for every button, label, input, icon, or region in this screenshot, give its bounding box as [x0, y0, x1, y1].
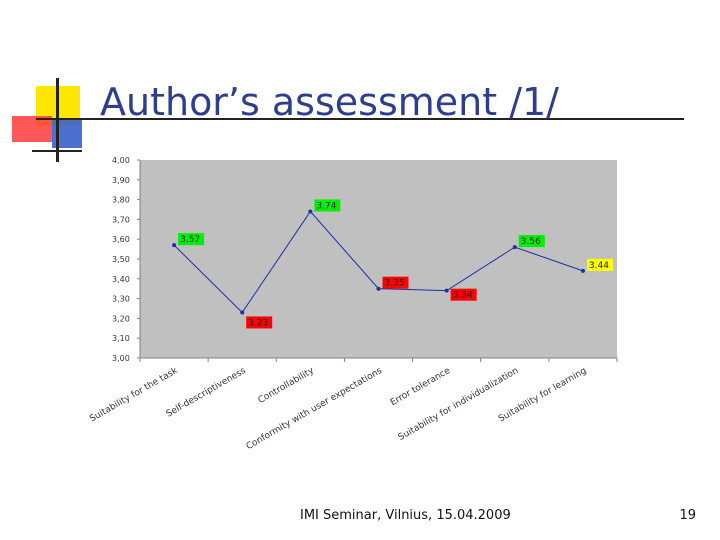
decor-red-square — [12, 116, 52, 142]
y-tick-label: 3,40 — [112, 275, 130, 284]
y-tick-label: 3,50 — [112, 255, 130, 264]
data-label-box — [450, 288, 477, 301]
data-label: 3.44 — [589, 261, 609, 271]
decor-vertical-line — [56, 78, 59, 162]
y-tick-label: 3,80 — [112, 196, 130, 205]
decor-horizontal-line — [36, 118, 684, 120]
y-tick-label: 3,60 — [112, 235, 130, 244]
x-tick-label: Conformity with user expectations — [245, 366, 385, 452]
decor-short-line — [32, 150, 82, 152]
data-label-box — [518, 235, 545, 248]
data-point — [376, 286, 381, 291]
data-point — [444, 288, 449, 293]
data-label: 3.74 — [316, 201, 336, 211]
data-label-box — [178, 233, 205, 246]
y-tick-label: 3,20 — [112, 314, 130, 323]
y-tick-label: 3,70 — [112, 215, 130, 224]
data-label: 3.35 — [385, 279, 405, 289]
page-number: 19 — [679, 508, 696, 523]
data-label: 3.23 — [248, 318, 268, 328]
data-label-box — [246, 316, 273, 329]
plot-area — [140, 160, 617, 358]
x-tick-label: Suitability for individualization — [397, 366, 520, 443]
data-label: 3.34 — [453, 291, 473, 301]
data-label-box — [586, 258, 613, 271]
y-tick-label: 3,10 — [112, 334, 130, 343]
data-label: 3.57 — [180, 235, 200, 245]
y-tick-label: 4,00 — [112, 156, 130, 165]
slide-title: Author’s assessment /1/ — [100, 80, 559, 124]
y-tick-label: 3,90 — [112, 176, 130, 185]
data-point — [172, 243, 177, 248]
x-tick-label: Error tolerance — [389, 366, 453, 409]
data-label: 3.56 — [521, 237, 541, 247]
data-point — [308, 209, 313, 214]
y-tick-label: 3,00 — [112, 354, 130, 363]
data-label-box — [314, 199, 341, 212]
data-point — [580, 268, 585, 273]
data-label-box — [382, 276, 409, 289]
data-point — [512, 245, 517, 250]
data-point — [240, 310, 245, 315]
x-tick-label: Controllability — [257, 366, 317, 406]
y-tick-label: 3,30 — [112, 295, 130, 304]
slide-footer: IMI Seminar, Vilnius, 15.04.2009 — [300, 508, 511, 523]
